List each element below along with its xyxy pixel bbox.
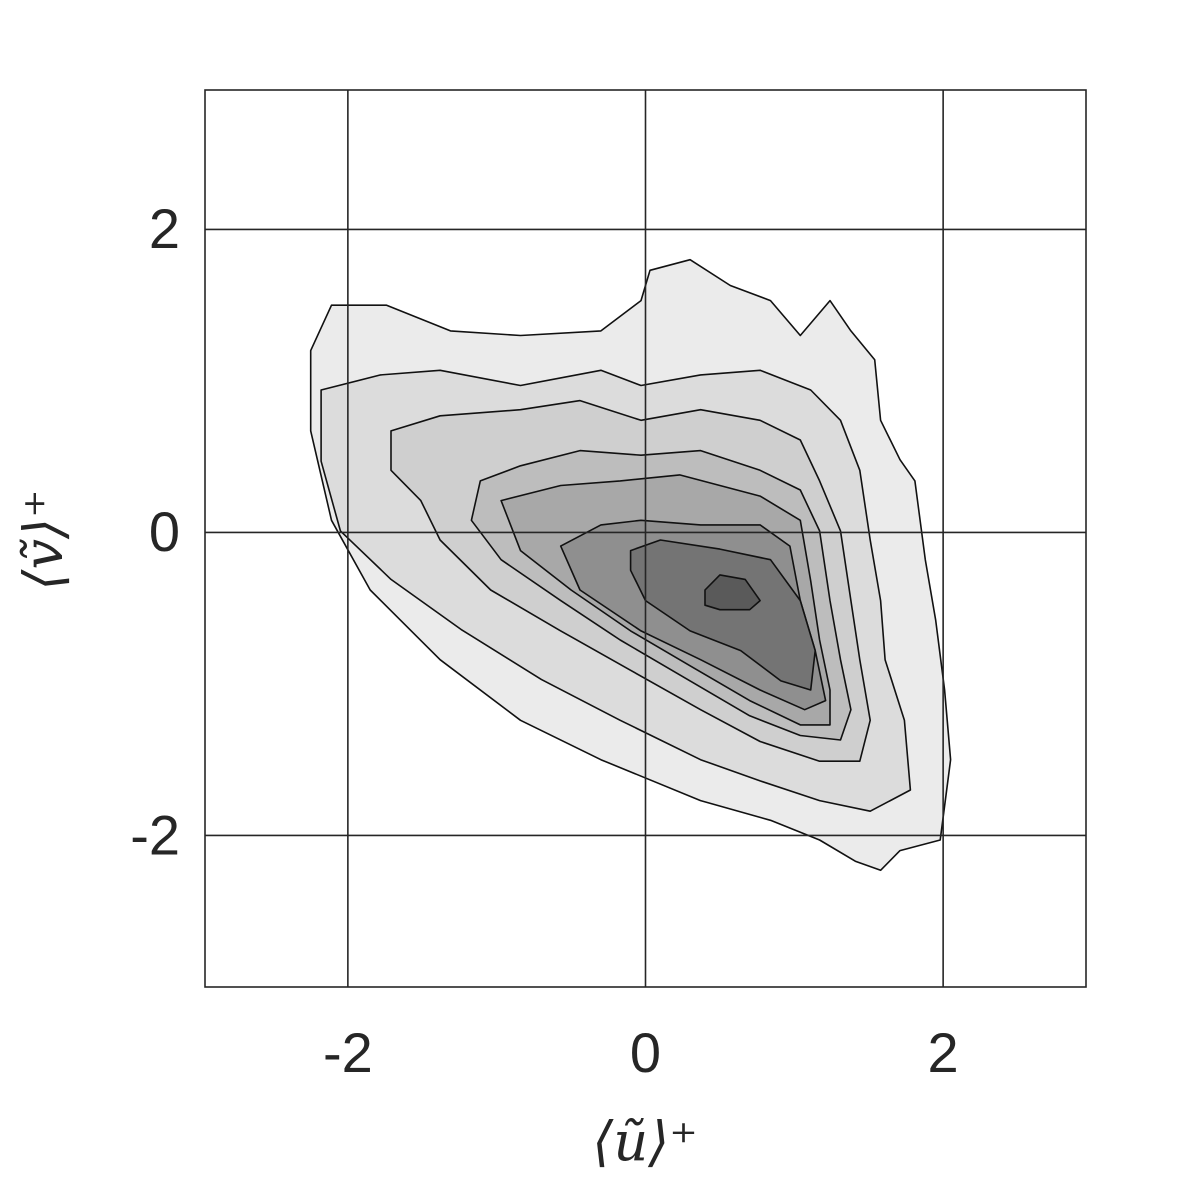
y-tick-label: 2	[149, 197, 180, 260]
grid-group	[205, 90, 1086, 987]
x-tick-label: -2	[323, 1021, 373, 1084]
plot-frame	[204, 89, 1087, 988]
x-tick-label: 2	[928, 1021, 959, 1084]
y-tick-label: -2	[130, 803, 180, 866]
y-tick-label: 0	[149, 500, 180, 563]
contour-group	[309, 258, 952, 872]
y-axis-label: ⟨ṽ⟩⁺	[12, 489, 75, 590]
contour-region	[704, 574, 761, 611]
x-axis-label: ⟨ũ⟩⁺	[592, 1110, 697, 1173]
x-tick-label: 0	[630, 1021, 661, 1084]
